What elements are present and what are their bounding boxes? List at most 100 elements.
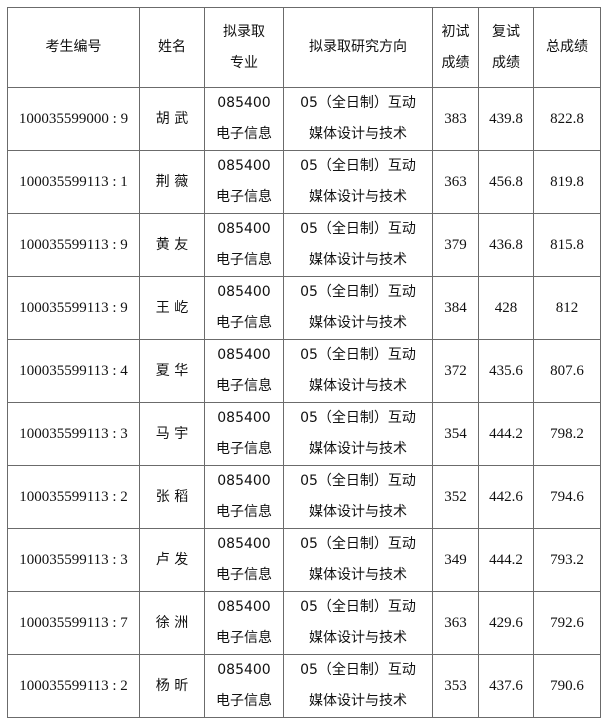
direction-line-1: 05（全日制）互动 xyxy=(300,599,416,615)
major: 085400 电子信息 xyxy=(204,87,284,151)
major-name: 电子信息 xyxy=(216,567,272,583)
header-major: 拟录取专业 xyxy=(204,7,284,88)
major-code: 085400 xyxy=(217,662,271,678)
major: 085400 电子信息 xyxy=(204,213,284,277)
direction: 05（全日制）互动 媒体设计与技术 xyxy=(283,654,433,718)
header-total: 总成绩 xyxy=(533,7,601,88)
major: 085400 电子信息 xyxy=(204,276,284,340)
direction-line-2: 媒体设计与技术 xyxy=(309,378,407,394)
total-score: 815.8 xyxy=(533,213,601,277)
retest-score: 456.8 xyxy=(478,150,534,214)
direction-line-2: 媒体设计与技术 xyxy=(309,252,407,268)
direction-line-1: 05（全日制）互动 xyxy=(300,536,416,552)
direction-line-2: 媒体设计与技术 xyxy=(309,441,407,457)
direction: 05（全日制）互动 媒体设计与技术 xyxy=(283,339,433,403)
major: 085400 电子信息 xyxy=(204,465,284,529)
total-score: 792.6 xyxy=(533,591,601,655)
retest-score: 435.6 xyxy=(478,339,534,403)
table-row: 100035599113 : 3 马 宇 085400 电子信息 05（全日制）互… xyxy=(7,402,601,466)
header-initial: 初试成绩 xyxy=(432,7,479,88)
direction: 05（全日制）互动 媒体设计与技术 xyxy=(283,528,433,592)
direction-line-2: 媒体设计与技术 xyxy=(309,504,407,520)
table-row: 100035599113 : 2 张 稻 085400 电子信息 05（全日制）互… xyxy=(7,465,601,529)
direction: 05（全日制）互动 媒体设计与技术 xyxy=(283,150,433,214)
candidate-name: 杨 昕 xyxy=(139,654,205,718)
header-direction: 拟录取研究方向 xyxy=(283,7,433,88)
admission-table: 考生编号 姓名 拟录取专业 拟录取研究方向 初试成绩 复试成绩 总成绩 1000… xyxy=(7,7,601,718)
candidate-name: 黄 友 xyxy=(139,213,205,277)
candidate-name: 卢 发 xyxy=(139,528,205,592)
table-row: 100035599000 : 9 胡 武 085400 电子信息 05（全日制）互… xyxy=(7,87,601,151)
retest-score: 429.6 xyxy=(478,591,534,655)
candidate-id: 100035599113 : 7 xyxy=(7,591,140,655)
major-name: 电子信息 xyxy=(216,252,272,268)
major: 085400 电子信息 xyxy=(204,591,284,655)
direction-line-1: 05（全日制）互动 xyxy=(300,95,416,111)
major-name: 电子信息 xyxy=(216,504,272,520)
retest-score: 436.8 xyxy=(478,213,534,277)
direction-line-1: 05（全日制）互动 xyxy=(300,221,416,237)
initial-score: 353 xyxy=(432,654,479,718)
initial-score: 349 xyxy=(432,528,479,592)
retest-score: 428 xyxy=(478,276,534,340)
major-code: 085400 xyxy=(217,536,271,552)
total-score: 807.6 xyxy=(533,339,601,403)
major-name: 电子信息 xyxy=(216,630,272,646)
major-code: 085400 xyxy=(217,95,271,111)
candidate-id: 100035599113 : 9 xyxy=(7,213,140,277)
candidate-name: 张 稻 xyxy=(139,465,205,529)
major-name: 电子信息 xyxy=(216,126,272,142)
initial-score: 372 xyxy=(432,339,479,403)
major: 085400 电子信息 xyxy=(204,528,284,592)
direction-line-2: 媒体设计与技术 xyxy=(309,567,407,583)
candidate-id: 100035599113 : 3 xyxy=(7,402,140,466)
direction: 05（全日制）互动 媒体设计与技术 xyxy=(283,276,433,340)
direction-line-2: 媒体设计与技术 xyxy=(309,189,407,205)
direction-line-1: 05（全日制）互动 xyxy=(300,284,416,300)
direction-line-1: 05（全日制）互动 xyxy=(300,662,416,678)
initial-score: 383 xyxy=(432,87,479,151)
table-row: 100035599113 : 1 荆 薇 085400 电子信息 05（全日制）互… xyxy=(7,150,601,214)
total-score: 793.2 xyxy=(533,528,601,592)
initial-score: 354 xyxy=(432,402,479,466)
major: 085400 电子信息 xyxy=(204,150,284,214)
table-row: 100035599113 : 4 夏 华 085400 电子信息 05（全日制）互… xyxy=(7,339,601,403)
major-name: 电子信息 xyxy=(216,189,272,205)
table-row: 100035599113 : 7 徐 洲 085400 电子信息 05（全日制）互… xyxy=(7,591,601,655)
total-score: 790.6 xyxy=(533,654,601,718)
initial-score: 363 xyxy=(432,591,479,655)
retest-score: 437.6 xyxy=(478,654,534,718)
major-code: 085400 xyxy=(217,473,271,489)
total-score: 794.6 xyxy=(533,465,601,529)
initial-score: 384 xyxy=(432,276,479,340)
candidate-name: 荆 薇 xyxy=(139,150,205,214)
direction: 05（全日制）互动 媒体设计与技术 xyxy=(283,213,433,277)
initial-score: 352 xyxy=(432,465,479,529)
total-score: 798.2 xyxy=(533,402,601,466)
direction: 05（全日制）互动 媒体设计与技术 xyxy=(283,465,433,529)
retest-score: 442.6 xyxy=(478,465,534,529)
retest-score: 444.2 xyxy=(478,528,534,592)
candidate-name: 胡 武 xyxy=(139,87,205,151)
candidate-name: 王 屹 xyxy=(139,276,205,340)
retest-score: 439.8 xyxy=(478,87,534,151)
major: 085400 电子信息 xyxy=(204,402,284,466)
candidate-id: 100035599113 : 2 xyxy=(7,465,140,529)
major: 085400 电子信息 xyxy=(204,654,284,718)
candidate-name: 徐 洲 xyxy=(139,591,205,655)
direction-line-2: 媒体设计与技术 xyxy=(309,693,407,709)
major-name: 电子信息 xyxy=(216,441,272,457)
major-code: 085400 xyxy=(217,410,271,426)
total-score: 812 xyxy=(533,276,601,340)
table-row: 100035599113 : 2 杨 昕 085400 电子信息 05（全日制）互… xyxy=(7,654,601,718)
table-row: 100035599113 : 9 王 屹 085400 电子信息 05（全日制）互… xyxy=(7,276,601,340)
direction-line-1: 05（全日制）互动 xyxy=(300,410,416,426)
direction-line-2: 媒体设计与技术 xyxy=(309,126,407,142)
major-name: 电子信息 xyxy=(216,315,272,331)
candidate-id: 100035599113 : 4 xyxy=(7,339,140,403)
direction-line-2: 媒体设计与技术 xyxy=(309,630,407,646)
major-code: 085400 xyxy=(217,221,271,237)
major-code: 085400 xyxy=(217,599,271,615)
major-name: 电子信息 xyxy=(216,693,272,709)
candidate-name: 夏 华 xyxy=(139,339,205,403)
